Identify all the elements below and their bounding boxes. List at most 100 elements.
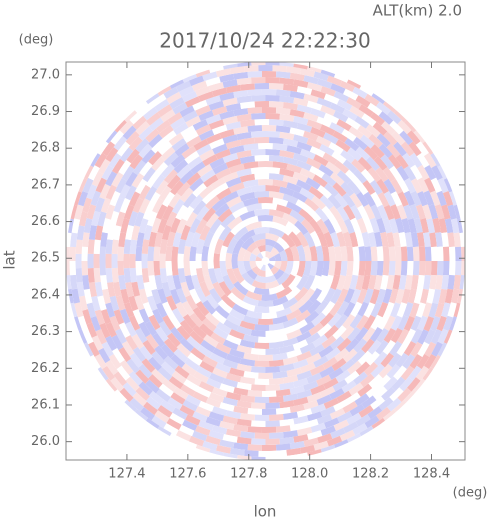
- echo-cell: [265, 384, 281, 391]
- echo-cell: [383, 204, 395, 221]
- echo-cell: [246, 309, 262, 319]
- echo-cell: [303, 93, 319, 104]
- echo-cell: [312, 334, 328, 348]
- echo-cell: [404, 232, 413, 248]
- echo-cell: [161, 130, 177, 144]
- echo-cell: [87, 239, 95, 254]
- echo-cell: [265, 251, 271, 258]
- echo-cell: [265, 366, 281, 373]
- echo-cell: [392, 274, 401, 290]
- echo-cell: [399, 130, 414, 146]
- echo-cell: [251, 233, 266, 242]
- echo-cell: [220, 293, 236, 309]
- echo-cell: [365, 351, 380, 366]
- echo-cell: [334, 160, 350, 174]
- echo-cell: [181, 145, 197, 159]
- echo-cell: [250, 366, 266, 373]
- echo-cell: [322, 152, 338, 166]
- echo-cell: [102, 141, 116, 157]
- echo-cell: [328, 261, 336, 277]
- echo-cell: [217, 299, 233, 314]
- chart-title: 2017/10/24 22:22:30: [159, 29, 370, 53]
- echo-cell: [225, 428, 242, 438]
- echo-cell: [303, 61, 319, 66]
- echo-cell: [368, 374, 383, 389]
- echo-cell: [369, 326, 383, 343]
- echo-cell: [395, 154, 409, 170]
- echo-cell: [355, 231, 365, 247]
- echo-cell: [171, 307, 185, 324]
- echo-cell: [268, 303, 285, 313]
- echo-cell: [197, 345, 213, 358]
- echo-cell: [155, 388, 171, 403]
- echo-cell: [272, 449, 287, 457]
- echo-cell: [358, 246, 366, 261]
- echo-cell: [135, 261, 143, 276]
- echo-cell: [316, 394, 332, 406]
- echo-cell: [351, 158, 366, 173]
- echo-cell: [128, 191, 141, 207]
- echo-cell: [395, 288, 405, 305]
- echo-cell: [296, 274, 309, 291]
- echo-cell: [444, 218, 454, 234]
- echo-cell: [322, 356, 338, 370]
- echo-cell: [397, 177, 410, 194]
- echo-cell: [349, 314, 363, 330]
- echo-cell: [215, 148, 231, 160]
- echo-cell: [162, 314, 175, 331]
- echo-cell: [454, 246, 462, 261]
- echo-cell: [163, 169, 178, 184]
- echo-cell: [293, 97, 309, 107]
- echo-cell: [293, 396, 309, 407]
- echo-cell: [418, 246, 426, 261]
- echo-cell: [429, 232, 437, 248]
- echo-cell: [129, 110, 144, 125]
- echo-cell: [148, 191, 161, 208]
- echo-cell: [441, 274, 449, 290]
- echo-cell: [346, 97, 362, 110]
- echo-cell: [205, 212, 220, 229]
- echo-cell: [232, 238, 245, 255]
- echo-cell: [188, 75, 205, 87]
- echo-cell: [148, 133, 163, 148]
- echo-cell: [144, 185, 158, 202]
- echo-cell: [206, 377, 222, 389]
- echo-cell: [93, 239, 101, 255]
- echo-cell: [205, 76, 221, 87]
- echo-cell: [281, 274, 296, 289]
- echo-cell: [289, 72, 305, 81]
- echo-cell: [113, 281, 122, 297]
- echo-cell: [134, 211, 145, 227]
- echo-cell: [81, 246, 89, 261]
- echo-cell: [309, 165, 325, 179]
- echo-cell: [306, 299, 322, 315]
- echo-cell: [370, 302, 382, 318]
- echo-cell: [397, 191, 409, 207]
- echo-cell: [305, 177, 321, 190]
- echo-cell: [347, 360, 362, 375]
- echo-cell: [355, 95, 371, 108]
- echo-cell: [77, 315, 89, 332]
- echo-cell: [424, 246, 432, 261]
- echo-cell: [105, 268, 113, 283]
- echo-cell: [222, 115, 238, 126]
- echo-cell: [202, 440, 218, 451]
- echo-cell: [292, 339, 309, 351]
- echo-cell: [225, 252, 233, 270]
- echo-cell: [169, 412, 185, 425]
- echo-cell: [321, 205, 336, 221]
- echo-cell: [332, 379, 348, 392]
- echo-cell: [403, 302, 414, 318]
- echo-cell: [319, 365, 335, 379]
- echo-cell: [333, 110, 349, 123]
- echo-cell: [381, 386, 396, 401]
- echo-cell: [282, 212, 298, 226]
- echo-cell: [189, 246, 197, 261]
- echo-cell: [343, 301, 356, 318]
- echo-cell: [275, 71, 291, 79]
- echo-cell: [239, 210, 256, 222]
- echo-cell: [367, 102, 383, 116]
- echo-cell: [192, 411, 208, 423]
- echo-cell: [402, 152, 416, 169]
- echo-cell: [129, 397, 144, 412]
